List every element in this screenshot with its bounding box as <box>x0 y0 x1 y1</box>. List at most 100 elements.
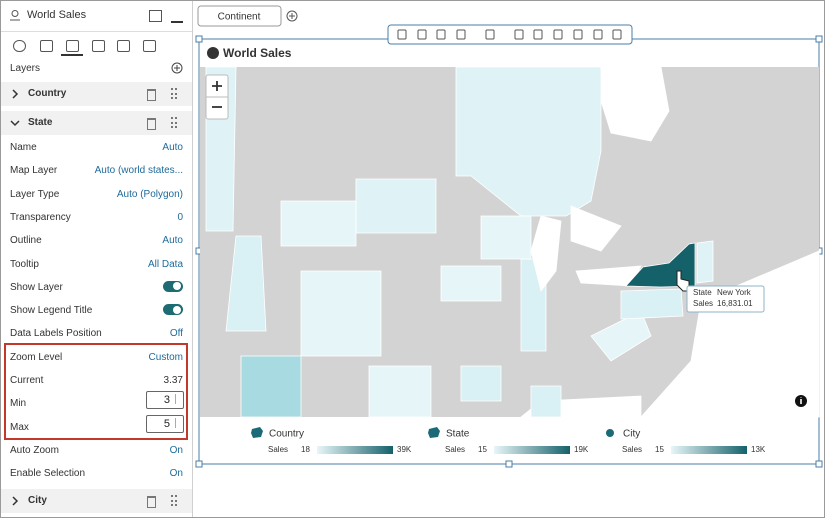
toolbar-icon[interactable] <box>456 29 466 40</box>
property-label: Name <box>10 142 37 153</box>
toolbar-icon[interactable] <box>397 29 407 40</box>
legend-gradient <box>494 446 570 454</box>
title-icon <box>207 47 219 59</box>
property-label: Map Layer <box>10 165 58 177</box>
resize-handle[interactable] <box>505 460 513 468</box>
properties-button[interactable] <box>171 9 183 23</box>
legend-measure: Sales <box>445 445 465 454</box>
layer-row[interactable]: Country <box>1 82 192 106</box>
toolbar-icon[interactable] <box>417 29 427 40</box>
property-value[interactable]: 0 <box>177 211 183 223</box>
toggle[interactable] <box>163 280 183 292</box>
toolbar-icon[interactable] <box>533 29 543 40</box>
property-row: Min 3 <box>1 391 192 417</box>
legend-icon <box>428 427 440 438</box>
drag-handle[interactable] <box>171 88 177 99</box>
map-region <box>590 310 652 362</box>
resize-handle[interactable] <box>815 460 823 468</box>
tab-icon[interactable] <box>92 40 105 52</box>
property-value[interactable]: All Data <box>147 258 183 270</box>
tab-icon[interactable] <box>40 40 53 52</box>
map-region <box>225 235 267 332</box>
property-label: Max <box>10 421 29 433</box>
property-row: Enable Selection On <box>1 467 192 487</box>
toggle-knob <box>173 305 181 314</box>
map-region <box>640 250 820 418</box>
legend-measure: Sales <box>622 445 642 454</box>
property-label: Min <box>10 398 27 410</box>
toggle[interactable] <box>163 304 183 316</box>
legend-min: 15 <box>478 445 487 454</box>
resize-handle[interactable] <box>195 35 203 43</box>
map-region <box>240 355 302 418</box>
spinner[interactable] <box>175 417 180 428</box>
layout-button[interactable] <box>149 10 162 22</box>
property-value[interactable]: Custom <box>148 351 183 363</box>
property-value[interactable]: Auto <box>162 142 183 153</box>
property-row: Transparency 0 <box>1 211 192 231</box>
tooltip-value: New York <box>717 288 752 297</box>
property-value[interactable]: Off <box>169 328 183 340</box>
resize-handle[interactable] <box>815 35 823 43</box>
map-region <box>355 178 437 234</box>
property-row: Layer Type Auto (Polygon) <box>1 188 192 208</box>
property-label: Transparency <box>10 211 71 223</box>
property-value[interactable]: On <box>169 468 183 480</box>
tab-bar <box>1 32 192 58</box>
property-value[interactable]: Auto <box>162 235 183 247</box>
legend-measure: Sales <box>268 445 288 454</box>
add-canvas-plus <box>289 13 295 19</box>
property-value[interactable]: Auto (world states... <box>94 165 183 177</box>
delete-button[interactable] <box>147 496 156 508</box>
add-layer-button[interactable] <box>171 62 183 74</box>
zoom-in-button[interactable] <box>212 81 222 91</box>
toolbar-icon[interactable] <box>514 29 524 40</box>
input-value: 5 <box>163 417 170 430</box>
drag-handle[interactable] <box>171 117 177 128</box>
layer-row[interactable]: City <box>1 489 192 513</box>
section-label: Layers <box>10 63 41 74</box>
toolbar-icon[interactable] <box>593 29 603 40</box>
property-row: Auto Zoom On <box>1 444 192 464</box>
spinner[interactable] <box>175 394 180 405</box>
drag-handle[interactable] <box>171 495 177 506</box>
toolbar-icon[interactable] <box>485 29 495 40</box>
toolbar-icon[interactable] <box>553 29 563 40</box>
toolbar-icon[interactable] <box>436 29 446 40</box>
legend-icon <box>606 429 614 437</box>
legend-gradient <box>671 446 747 454</box>
toolbar-icon[interactable] <box>612 29 622 40</box>
number-input[interactable]: 3 <box>146 391 184 410</box>
delete-button[interactable] <box>147 89 156 101</box>
property-row: Data Labels Position Off <box>1 327 192 347</box>
map-region <box>620 288 684 320</box>
toolbar-icon[interactable] <box>573 29 583 40</box>
tab-icon[interactable] <box>66 40 79 52</box>
map-region <box>480 215 532 260</box>
tab-icon[interactable] <box>143 40 156 52</box>
add-canvas-button[interactable] <box>286 10 298 22</box>
layer-row[interactable]: State <box>1 111 192 135</box>
legend-icon <box>251 427 263 438</box>
chevron[interactable] <box>10 118 20 128</box>
delete-button[interactable] <box>147 118 156 130</box>
property-value[interactable]: Auto (Polygon) <box>116 188 183 200</box>
tooltip-label: Sales <box>693 299 713 308</box>
resize-handle[interactable] <box>195 460 203 468</box>
chevron[interactable] <box>10 496 20 506</box>
property-value[interactable]: On <box>169 444 183 456</box>
chevron[interactable] <box>10 89 20 99</box>
property-label: Enable Selection <box>10 468 86 480</box>
tab-icon[interactable] <box>13 40 26 52</box>
legend-min: 15 <box>655 445 664 454</box>
input-value: 3 <box>163 394 170 407</box>
tab-icon[interactable] <box>117 40 130 52</box>
toggle-knob <box>173 282 181 291</box>
property-label: Show Legend Title <box>10 305 93 317</box>
number-input[interactable]: 5 <box>146 414 184 433</box>
active-tab-underline <box>61 54 83 56</box>
canvas-tab[interactable] <box>197 5 282 27</box>
property-label: Zoom Level <box>10 351 63 363</box>
property-label: Data Labels Position <box>10 328 102 340</box>
